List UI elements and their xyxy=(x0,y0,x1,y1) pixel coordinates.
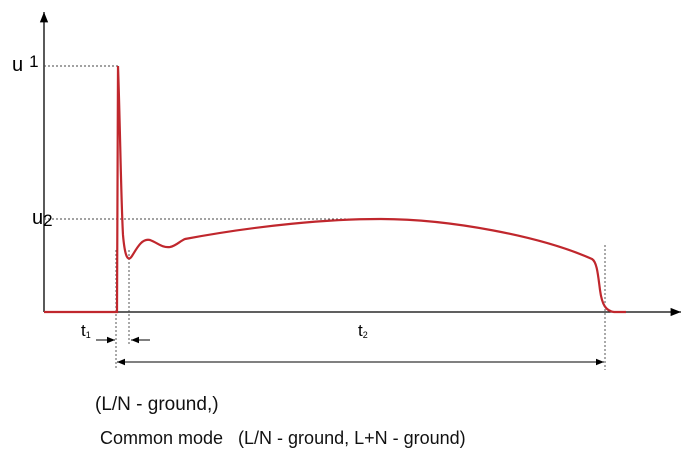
t2-label-base: t xyxy=(358,321,363,340)
caption-differential-mode: (L/N - ground,) xyxy=(95,394,219,415)
t2-label: t2 xyxy=(358,321,368,340)
caption-common-mode: Common mode (L/N - ground, L+N - ground) xyxy=(100,428,466,448)
u2-label: u2 xyxy=(32,207,53,230)
u1-label-base: u xyxy=(12,54,23,76)
u2-label-base: u xyxy=(32,207,43,229)
t1-label-sub: 1 xyxy=(86,330,91,340)
t1-label: t1 xyxy=(81,321,91,340)
u1-label-sub: 1 xyxy=(29,52,38,71)
surge-waveform-curve xyxy=(44,65,626,314)
t1-label-base: t xyxy=(81,321,86,340)
u2-label-sub: 2 xyxy=(43,211,52,230)
t2-label-sub: 2 xyxy=(363,330,368,340)
